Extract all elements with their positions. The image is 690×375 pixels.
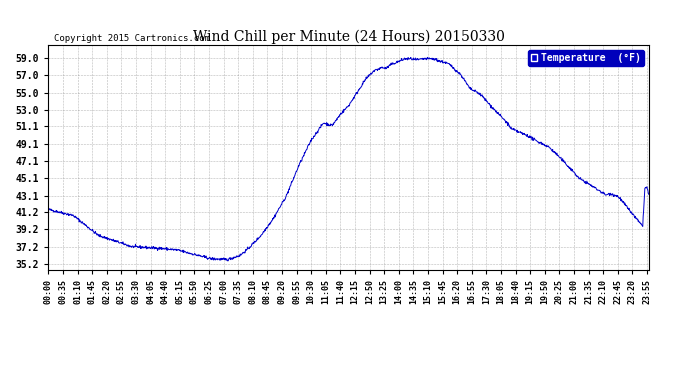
Legend: Temperature  (°F): Temperature (°F) bbox=[529, 50, 644, 66]
Title: Wind Chill per Minute (24 Hours) 20150330: Wind Chill per Minute (24 Hours) 2015033… bbox=[193, 30, 504, 44]
Text: Copyright 2015 Cartronics.com: Copyright 2015 Cartronics.com bbox=[55, 34, 210, 43]
